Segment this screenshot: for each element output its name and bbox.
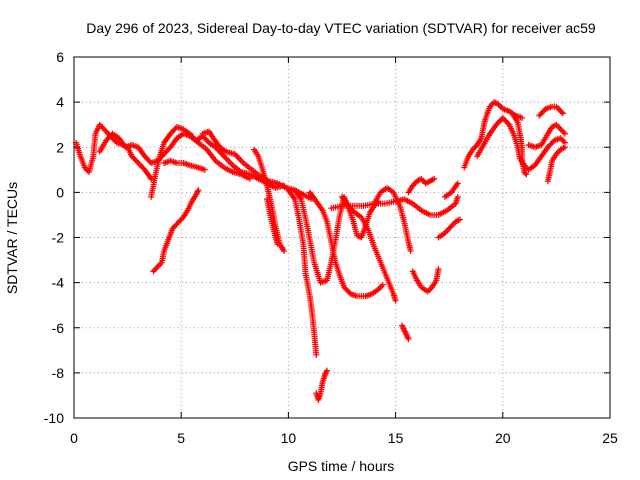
- y-tick-label: -2: [52, 230, 65, 246]
- data-point: [407, 248, 414, 255]
- x-tick-label: 10: [281, 430, 297, 446]
- data-point: [558, 109, 565, 116]
- series-arc-9: [285, 187, 320, 358]
- data-point: [561, 144, 568, 151]
- y-tick-label: -8: [52, 365, 65, 381]
- series-arc-17: [405, 175, 438, 196]
- y-tick-label: -10: [44, 410, 64, 426]
- series-arc-19: [435, 216, 463, 241]
- y-tick-label: -6: [52, 320, 65, 336]
- data-point: [313, 351, 320, 358]
- data-point: [281, 248, 288, 255]
- series-arc-14: [328, 193, 461, 218]
- series-arc-13: [339, 193, 399, 304]
- y-tick-label: 0: [56, 184, 64, 200]
- series-arc-10: [313, 367, 330, 403]
- y-tick-label: 6: [56, 49, 64, 65]
- data-point: [435, 266, 442, 273]
- x-tick-label: 25: [602, 430, 618, 446]
- data-point: [195, 187, 202, 194]
- series-arc-2: [96, 130, 253, 182]
- series-arc-21: [461, 99, 526, 171]
- data-point: [523, 171, 530, 178]
- plot-frame: [73, 56, 611, 419]
- y-tick-label: -4: [52, 275, 65, 291]
- y-axis-label: SDTVAR / TECUs: [4, 182, 20, 294]
- series-arc-26: [544, 144, 568, 185]
- x-axis-label: GPS time / hours: [288, 458, 395, 474]
- data-point: [447, 224, 454, 231]
- data-point: [201, 166, 208, 173]
- series-arc-25: [536, 103, 566, 119]
- chart-title: Day 296 of 2023, Sidereal Day-to-day VTE…: [86, 20, 596, 36]
- series-arc-15: [371, 184, 414, 255]
- series-arc-20: [441, 180, 461, 200]
- data-point: [561, 130, 568, 137]
- data-point: [454, 193, 461, 200]
- series-arc-23: [510, 112, 530, 178]
- series-arc-4: [150, 187, 202, 275]
- series-arc-24: [525, 121, 568, 151]
- series-arc-8: [263, 196, 281, 248]
- data-point: [405, 336, 412, 343]
- x-tick-label: 20: [495, 430, 511, 446]
- axis-ticks: 0 5 10 15 20 25 -10 -8 -6 -4 -2 0 2 4 6: [44, 49, 618, 446]
- data-point: [392, 297, 399, 304]
- data-point: [323, 367, 330, 374]
- data-point: [174, 220, 181, 227]
- series-arc-7: [251, 146, 288, 255]
- data-point: [274, 241, 281, 248]
- y-tick-label: 4: [56, 94, 64, 110]
- data-point: [379, 281, 386, 288]
- data-point: [431, 175, 438, 182]
- data-point: [559, 110, 566, 117]
- series-arc-12: [306, 189, 386, 300]
- series-arc-1: [73, 121, 155, 182]
- y-tick-label: 2: [56, 139, 64, 155]
- data-point: [454, 180, 461, 187]
- data-point: [519, 114, 526, 121]
- series-arc-16: [399, 322, 412, 343]
- data-point: [504, 120, 511, 127]
- data-point: [522, 170, 529, 177]
- x-tick-label: 5: [177, 430, 185, 446]
- data-point: [456, 216, 463, 223]
- series-arc-5: [161, 157, 208, 173]
- data-markers: [73, 99, 568, 403]
- grid-lines: [74, 57, 610, 418]
- x-tick-label: 0: [70, 430, 78, 446]
- x-tick-label: 15: [388, 430, 404, 446]
- series-arc-18: [409, 266, 442, 295]
